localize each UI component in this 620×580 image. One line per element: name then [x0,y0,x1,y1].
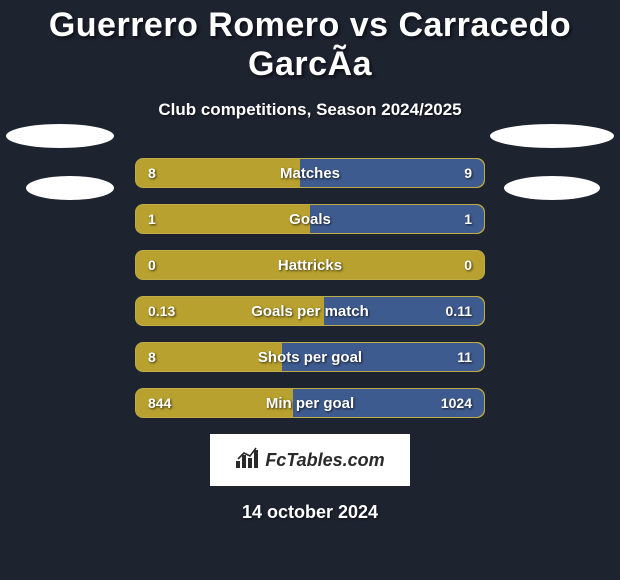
stat-label: Matches [136,165,484,182]
subtitle: Club competitions, Season 2024/2025 [0,100,620,120]
stat-row: 0.13Goals per match0.11 [135,296,485,326]
logo-text: FcTables.com [265,450,384,471]
stat-label: Goals per match [136,303,484,320]
stat-value-right: 1024 [441,395,472,411]
stats-comparison-block: 8Matches9 1Goals1 0Hattricks0 0.13Goals per… [135,158,485,418]
decorative-ellipse [504,176,600,200]
decorative-ellipse [6,124,114,148]
stat-label: Hattricks [136,257,484,274]
stat-row: 1Goals1 [135,204,485,234]
stat-value-right: 0 [464,257,472,273]
stat-value-right: 1 [464,211,472,227]
fctables-logo: FcTables.com [210,434,410,486]
date-text: 14 october 2024 [0,502,620,523]
chart-icon [235,447,261,474]
stat-row: 844Min per goal1024 [135,388,485,418]
stat-value-right: 0.11 [446,303,472,319]
stat-row: 0Hattricks0 [135,250,485,280]
stat-label: Goals [136,211,484,228]
stat-value-right: 9 [464,165,472,181]
decorative-ellipse [26,176,114,200]
stat-label: Min per goal [136,395,484,412]
page-title: Guerrero Romero vs Carracedo GarcÃa [0,0,620,84]
stat-row: 8Shots per goal11 [135,342,485,372]
stat-label: Shots per goal [136,349,484,366]
stat-row: 8Matches9 [135,158,485,188]
decorative-ellipse [490,124,614,148]
stat-value-right: 11 [457,349,472,365]
